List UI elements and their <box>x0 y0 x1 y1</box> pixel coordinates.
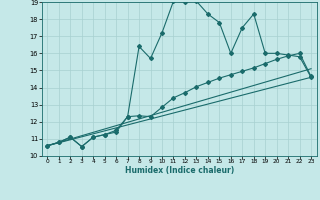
X-axis label: Humidex (Indice chaleur): Humidex (Indice chaleur) <box>124 166 234 175</box>
